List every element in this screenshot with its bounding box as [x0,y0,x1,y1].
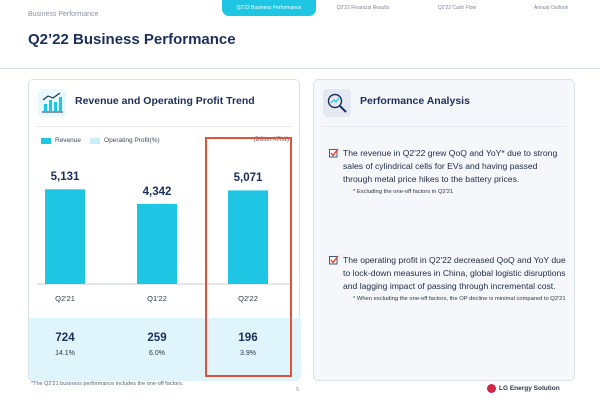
revenue-bar [228,190,268,284]
legend-swatch-operating-profit [90,137,101,144]
top-bar: Business Performance Q2'22 Business Perf… [0,0,600,22]
check-icon [329,255,339,265]
analysis-bullet-note: * Excluding the one-off factors in Q2'21 [353,189,454,195]
chart-unit-label: (Billion KRW) [253,137,289,143]
operating-profit-band [29,318,301,381]
analysis-bullet-text: The operating profit in Q2'22 decreased … [343,255,566,291]
chart-legend: Revenue Operating Profit(%) [41,137,169,144]
analysis-bullet-revenue: The revenue in Q2'22 grew QoQ and YoY* d… [329,147,567,196]
bar-chart-icon [38,89,66,117]
legend-label-revenue: Revenue [55,137,82,144]
legend-label-operating-profit: Operating Profit(%) [104,137,160,144]
revenue-value-label: 4,342 [142,185,172,198]
revenue-bar [137,203,177,284]
analysis-header-divider [322,126,566,127]
legend-item-revenue: Revenue [41,137,81,144]
operating-margin-label: 3.9% [240,350,256,357]
category-label: Q2'22 [238,294,258,303]
category-label: Q2'21 [55,294,75,303]
chart-header-divider [37,126,291,127]
footnote: *The Q2'21 business performance includes… [31,381,184,387]
revenue-bar [45,189,85,284]
operating-margin-label: 6.0% [149,350,165,357]
chart-panel: Revenue and Operating Profit Trend Reven… [28,79,301,381]
revenue-value-label: 5,071 [233,172,263,185]
title-divider [0,68,600,69]
analysis-bullet-note: * When excluding the one-off factors, th… [353,296,566,302]
legend-swatch-revenue [41,137,51,144]
page-number: 5 [296,387,300,393]
revenue-bar-chart [37,189,293,285]
chart-panel-header: Revenue and Operating Profit Trend [29,80,299,126]
section-tabs: Q2'22 Business Performance Q2'22 Financi… [222,0,598,16]
analysis-bullet-operating-profit: The operating profit in Q2'22 decreased … [329,254,567,303]
tab-q2-financial-results[interactable]: Q2'22 Financial Results [336,5,390,11]
check-icon [329,148,339,158]
analysis-panel: Performance Analysis The revenue in Q2'2… [313,79,575,381]
operating-profit-value: 259 [147,332,167,344]
legend-item-operating-profit: Operating Profit(%) [90,137,160,144]
tab-annual-outlook[interactable]: Annual Outlook [533,5,569,11]
analysis-panel-title: Performance Analysis [360,95,470,107]
tab-q2-business-performance[interactable]: Q2'22 Business Performance [222,0,316,16]
q2-22-highlight-box [205,137,292,377]
analysis-panel-header: Performance Analysis [314,80,574,126]
chart-panel-title: Revenue and Operating Profit Trend [75,95,255,107]
operating-profit-value: 724 [55,332,75,344]
operating-margin-label: 14.1% [55,350,75,357]
revenue-value-label: 5,131 [50,171,80,184]
analysis-bullet-text: The revenue in Q2'22 grew QoQ and YoY* d… [343,148,558,184]
tab-q2-cash-flow[interactable]: Q2'22 Cash Flow [437,5,477,11]
section-label: Business Performance [28,11,99,18]
brand-logo: LG Energy Solution [487,384,560,393]
page-title: Q2’22 Business Performance [28,31,236,48]
operating-profit-value: 196 [238,332,258,344]
lg-logo-icon [487,384,496,393]
category-label: Q1'22 [147,294,167,303]
magnifier-chart-icon [323,89,351,117]
brand-name: LG Energy Solution [499,385,560,392]
